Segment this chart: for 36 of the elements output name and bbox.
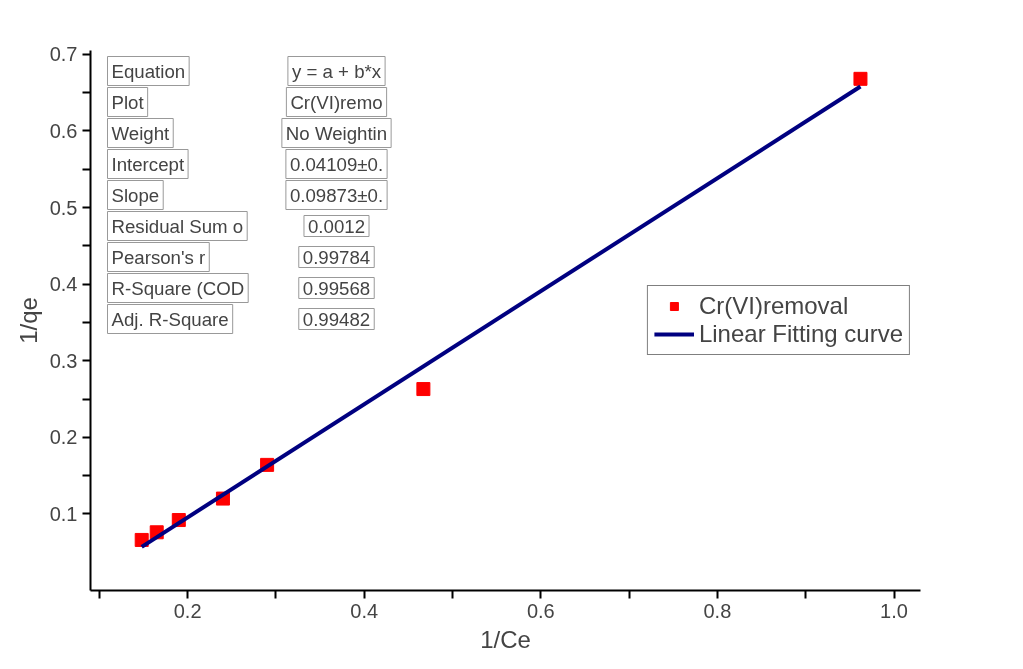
annotation: 0.99784: [302, 246, 371, 268]
annotation: 0.09873±0.: [289, 184, 384, 206]
y-tick-label: 0.4: [49, 273, 78, 296]
annotation: y = a + b*x: [291, 60, 382, 82]
annotation: 0.0012: [307, 215, 366, 237]
y-tick-label: 0.2: [49, 426, 78, 449]
annotation: 0.04109±0.: [289, 153, 384, 175]
x-tick-label: 1.0: [880, 599, 908, 622]
point: [853, 71, 868, 86]
annotation: Cr(VI)remo: [290, 91, 383, 113]
y-tick-label: 0.5: [49, 196, 78, 219]
legend-label: Cr(VI)removal: [698, 292, 849, 320]
annotation: Plot: [111, 91, 145, 113]
y-tick-label: 0.1: [49, 502, 78, 525]
x-tick-label: 0.6: [526, 599, 555, 622]
annotation: No Weightin: [285, 122, 388, 144]
legend-label: Linear Fitting curve: [698, 320, 903, 348]
x-axis-title: 1/Ce: [480, 625, 531, 653]
annotation: Equation: [111, 60, 186, 82]
point: [416, 382, 431, 397]
annotation: Pearson's r: [111, 246, 206, 268]
annotation: Slope: [111, 184, 160, 206]
annotation: Adj. R-Square: [111, 308, 229, 330]
annotation: R-Square (COD: [111, 277, 245, 299]
y-tick-label: 0.6: [49, 119, 78, 142]
y-tick-label: 0.3: [49, 349, 78, 372]
x-tick-label: 0.2: [173, 599, 202, 622]
y-axis-title: 1/qe: [14, 297, 42, 344]
x-tick-label: 0.8: [703, 599, 732, 622]
y-tick-label: 0.7: [49, 43, 78, 66]
annotation: Intercept: [111, 153, 185, 175]
annotation: 0.99482: [302, 308, 371, 330]
annotation: 0.99568: [302, 277, 371, 299]
annotation: Residual Sum o: [111, 215, 244, 237]
annotation: Weight: [111, 122, 171, 144]
x-tick-label: 0.4: [350, 599, 379, 622]
